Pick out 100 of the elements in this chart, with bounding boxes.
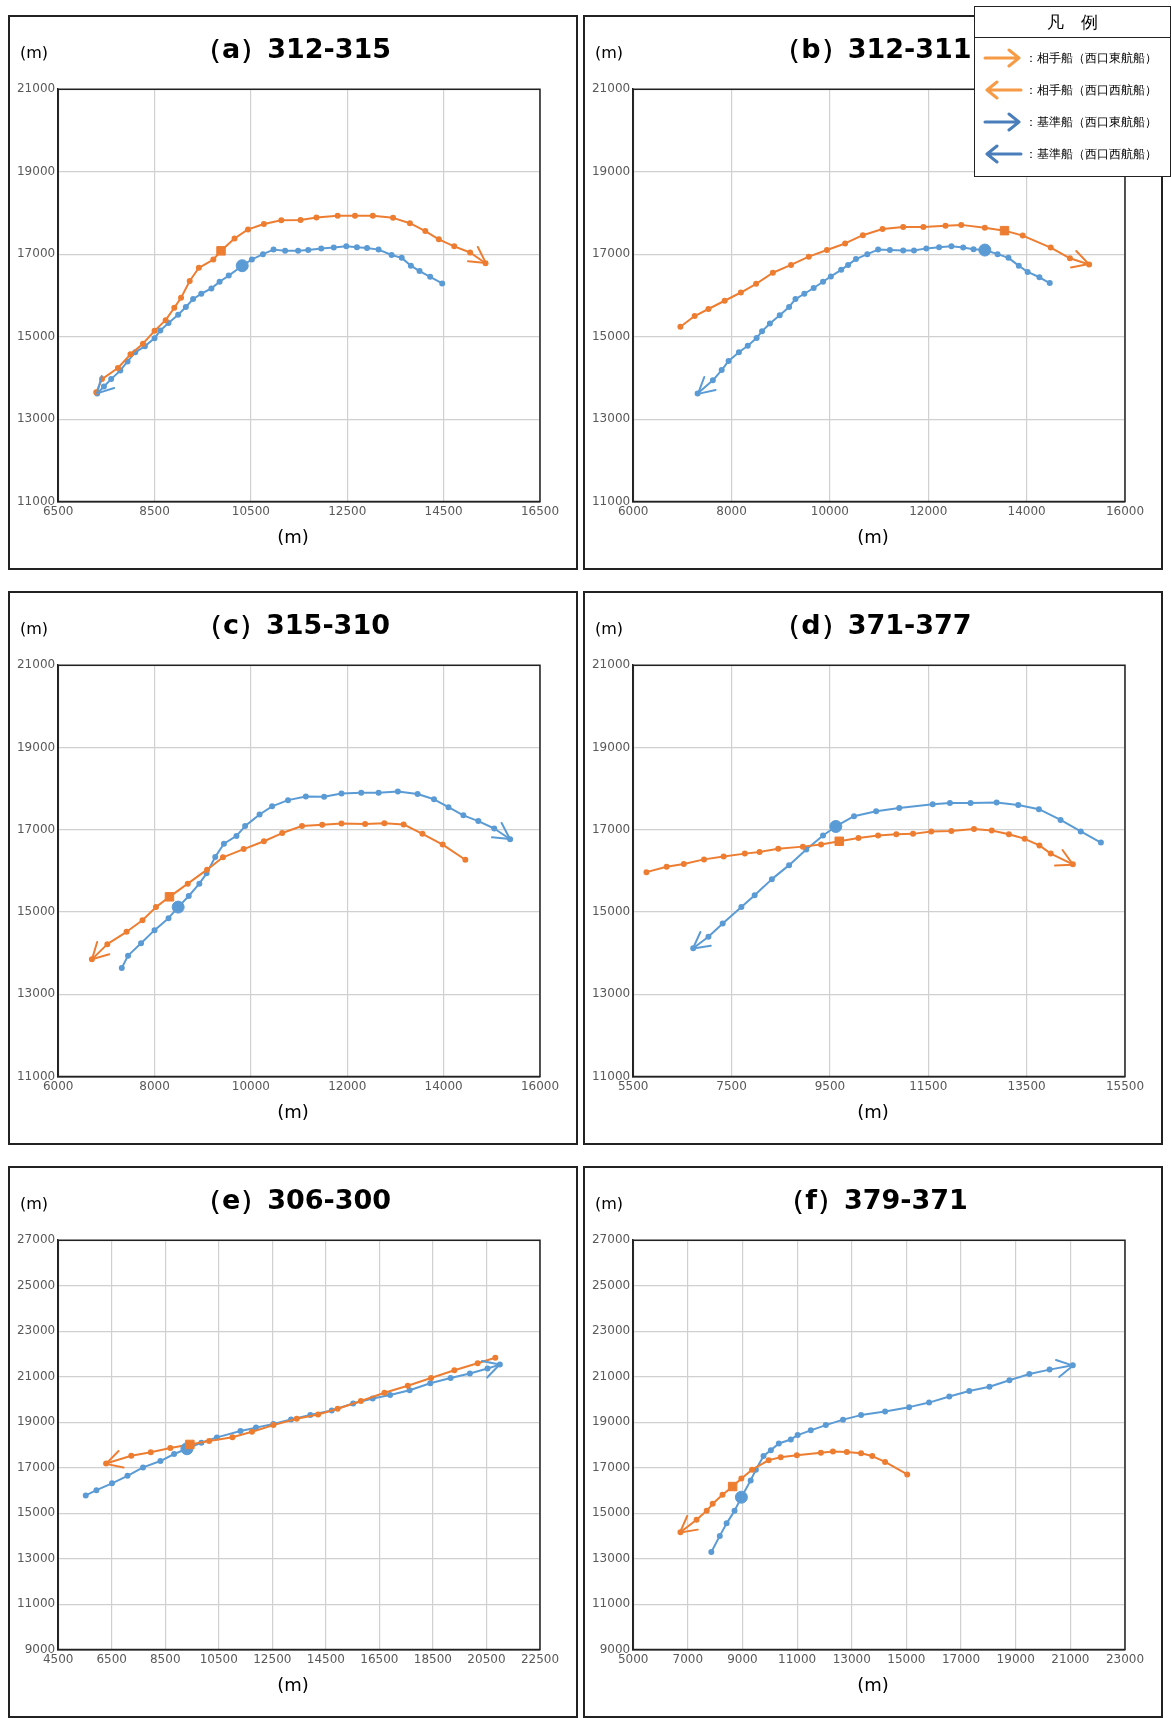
y-tick-label: 13000: [591, 411, 631, 426]
y-tick-label: 15000: [16, 904, 56, 919]
x-axis-title: (m): [276, 1674, 310, 1695]
x-tick-label: 14000: [1007, 503, 1046, 518]
annotation: ：基準船（西口西航船）: [1025, 145, 1157, 163]
x-tick-label: 16500: [520, 503, 560, 518]
legend-title: 凡 例: [975, 7, 1170, 38]
x-tick-label: 20500: [467, 1651, 506, 1666]
x-tick-label: 7500: [716, 1078, 747, 1093]
y-tick-label: 21000: [16, 1368, 56, 1383]
x-tick-label: 12000: [909, 503, 948, 518]
x-tick-label: 13500: [1007, 1078, 1046, 1093]
y-tick-label: 15000: [591, 904, 631, 919]
y-tick-label: 13000: [16, 411, 56, 426]
x-tick-label: 19000: [996, 1651, 1035, 1666]
x-tick-label: 8500: [149, 1651, 181, 1666]
y-tick-label: 21000: [591, 657, 631, 672]
x-tick-label: 13000: [832, 1651, 871, 1666]
chart-title: （b）312-311: [774, 33, 972, 64]
x-tick-label: 5000: [617, 1651, 649, 1666]
chart-title: （a）312-315: [194, 33, 392, 64]
x-tick-label: 14000: [424, 1078, 463, 1093]
y-tick-label: 19000: [591, 1414, 631, 1429]
y-tick-label: 17000: [591, 1459, 631, 1474]
y-tick-label: 25000: [591, 1277, 631, 1292]
x-tick-label: 10500: [231, 503, 270, 518]
y-axis-title: (m): [20, 1194, 49, 1213]
x-tick-label: 16000: [1105, 503, 1145, 518]
x-tick-label: 21000: [1051, 1651, 1090, 1666]
annotation: ：基準船（西口東航船）: [1025, 113, 1157, 131]
chart-title: （f）379-371: [778, 1184, 968, 1215]
y-tick-label: 19000: [16, 739, 56, 754]
y-tick-label: 19000: [591, 163, 631, 178]
y-tick-label: 15000: [591, 1505, 631, 1520]
y-tick-label: 17000: [591, 821, 631, 836]
y-axis-title: (m): [595, 43, 624, 62]
x-tick-label: 8000: [139, 1078, 170, 1093]
x-tick-label: 16500: [360, 1651, 399, 1666]
x-tick-label: 14500: [424, 503, 463, 518]
x-tick-label: 6000: [42, 1078, 74, 1093]
x-tick-label: 5500: [617, 1078, 649, 1093]
y-tick-label: 27000: [16, 1232, 56, 1247]
x-tick-label: 22500: [520, 1651, 560, 1666]
x-tick-label: 10500: [199, 1651, 238, 1666]
y-axis-title: (m): [595, 619, 624, 638]
y-tick-label: 13000: [591, 1550, 631, 1565]
x-tick-label: 18500: [413, 1651, 453, 1666]
y-tick-label: 17000: [16, 821, 56, 836]
x-tick-label: 8500: [139, 503, 170, 518]
y-tick-label: 15000: [591, 328, 631, 343]
y-tick-label: 17000: [16, 246, 56, 261]
y-tick-label: 21000: [591, 81, 631, 96]
x-tick-label: 17000: [941, 1651, 981, 1666]
x-axis-title: (m): [856, 1674, 890, 1695]
x-tick-label: 12500: [253, 1651, 292, 1666]
chart-title: （d）371-377: [774, 609, 972, 640]
y-tick-label: 25000: [16, 1277, 56, 1292]
x-tick-label: 6000: [617, 503, 649, 518]
y-tick-label: 17000: [591, 246, 631, 261]
x-axis-title: (m): [276, 526, 310, 547]
y-tick-label: 15000: [16, 328, 56, 343]
x-axis-title: (m): [856, 526, 890, 547]
x-tick-label: 9000: [727, 1651, 758, 1666]
x-tick-label: 4500: [42, 1651, 74, 1666]
x-tick-label: 16000: [520, 1078, 560, 1093]
x-tick-label: 8000: [716, 503, 747, 518]
y-tick-label: 21000: [16, 81, 56, 96]
y-tick-label: 15000: [16, 1505, 56, 1520]
y-axis-title: (m): [20, 619, 49, 638]
x-tick-label: 11500: [909, 1078, 948, 1093]
y-axis-title: (m): [595, 1194, 624, 1213]
y-tick-label: 11000: [591, 1596, 631, 1611]
y-tick-label: 13000: [16, 1550, 56, 1565]
y-tick-label: 21000: [16, 657, 56, 672]
y-tick-label: 13000: [591, 986, 631, 1001]
x-axis-title: (m): [856, 1101, 890, 1122]
x-tick-label: 10000: [810, 503, 849, 518]
y-tick-label: 27000: [591, 1232, 631, 1247]
x-tick-label: 10000: [231, 1078, 270, 1093]
chart-title: （c）315-310: [196, 609, 390, 640]
x-tick-label: 23000: [1105, 1651, 1145, 1666]
x-tick-label: 14500: [306, 1651, 345, 1666]
x-tick-label: 12000: [328, 1078, 367, 1093]
y-tick-label: 21000: [591, 1368, 631, 1383]
y-tick-label: 23000: [16, 1323, 56, 1338]
x-axis-title: (m): [276, 1101, 310, 1122]
y-axis-title: (m): [20, 43, 49, 62]
x-tick-label: 7000: [672, 1651, 704, 1666]
y-tick-label: 13000: [16, 986, 56, 1001]
x-tick-label: 15000: [887, 1651, 926, 1666]
x-tick-label: 6500: [96, 1651, 127, 1666]
y-tick-label: 17000: [16, 1459, 56, 1474]
x-tick-label: 11000: [778, 1651, 817, 1666]
y-tick-label: 19000: [591, 739, 631, 754]
y-tick-label: 19000: [16, 1414, 56, 1429]
x-tick-label: 12500: [328, 503, 367, 518]
y-tick-label: 11000: [16, 1596, 56, 1611]
y-tick-label: 23000: [591, 1323, 631, 1338]
y-tick-label: 19000: [16, 163, 56, 178]
x-tick-label: 6500: [42, 503, 74, 518]
